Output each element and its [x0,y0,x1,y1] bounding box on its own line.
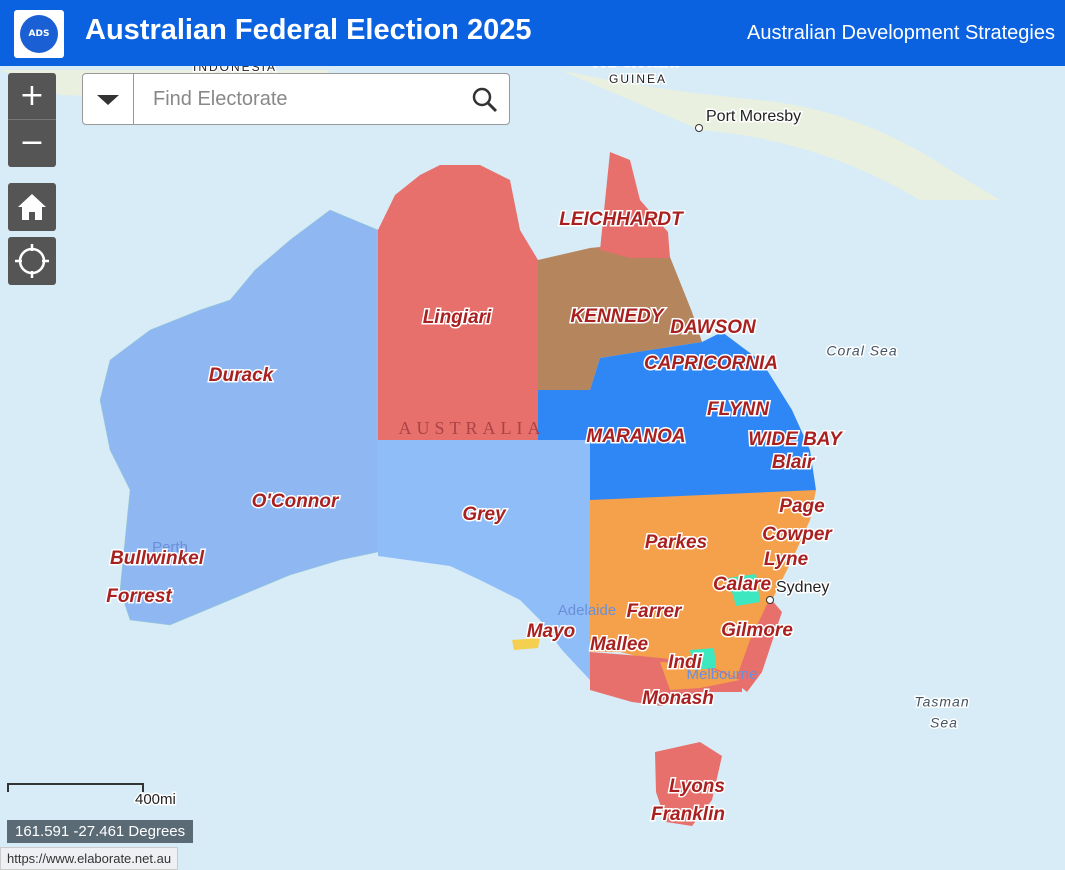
search-placeholder: Find Electorate [153,88,288,110]
electorate-label: Grey [462,504,507,525]
electorate-label: Franklin [651,804,725,825]
electorate-label: Bullwinkel [110,548,205,569]
basemap-label: GUINEA [609,72,667,86]
basemap-label: Tasman [914,694,969,710]
electorate-label: Gilmore [721,620,793,641]
header: ADS Australian Federal Election 2025 Aus… [0,0,1065,66]
subtitle: Australian Development Strategies [747,22,1055,44]
kennedy-region [538,232,702,390]
electorate-label: Calare [713,574,772,595]
nt-region [378,165,538,440]
scale-line [7,783,144,792]
wa-region [99,209,379,626]
home-button[interactable] [8,183,56,231]
basemap-label: Coral Sea [826,343,897,359]
electorate-label: Lingiari [423,307,492,328]
search-dropdown[interactable] [83,74,134,124]
electorate-label: WIDE BAY [748,429,844,450]
electorate-label: MARANOA [586,426,685,447]
nsw-region [590,490,816,690]
locate-icon [15,244,49,278]
electorate-label: Lyons [669,776,725,797]
scale-label: 400mi [135,791,176,808]
vic-east-region [660,662,740,690]
zoom-in[interactable]: + [19,78,45,113]
basemap-label: AUSTRALIA [399,418,546,438]
electorate-label: Farrer [627,601,684,622]
electorate-label: Lyne [764,549,809,570]
city-marker [766,596,774,604]
coast-region [735,598,782,692]
home-icon [18,194,46,220]
locate-button[interactable] [8,237,56,285]
logo-text: ADS [20,15,58,53]
electorate-label: Forrest [106,586,172,607]
sa-region [378,440,590,680]
electorate-label: FLYNN [707,399,770,420]
scale-bar: 400mi [7,783,177,809]
calare-patch [728,574,760,606]
electorate-label: Parkes [645,532,707,553]
electorate-label: KENNEDY [571,306,666,327]
electorate-label: Page [779,496,825,517]
electorate-label: Cowper [762,524,833,545]
kangaroo-island [512,638,540,650]
search-box[interactable]: Find Electorate [82,73,510,125]
basemap-label: Melbourne [687,666,758,683]
title: Australian Federal Election 2025 [85,14,532,46]
coordinates: 161.591 -27.461 Degrees [7,820,194,843]
status-url: https://www.elaborate.net.au [0,847,179,870]
qld-region [538,332,816,500]
png-land [560,70,1000,200]
electorate-label: CAPRICORNIA [644,353,778,374]
electorate-label: Monash [642,688,714,709]
logo: ADS [14,10,64,58]
electorate-label: DAWSON [670,317,757,338]
indi-patch [690,648,716,670]
city-marker [695,124,703,132]
electorate-label: Blair [772,452,816,473]
zoom-out[interactable]: − [8,119,56,166]
basemap-label: Sydney [776,579,829,596]
basemap-label: Sea [930,715,958,731]
search-icon[interactable] [471,86,499,114]
electorate-shapes [99,152,816,826]
electorate-label: LEICHHARDT [559,209,684,230]
electorate-label: O'Connor [252,491,340,512]
leichhardt-region [600,152,670,258]
tas-region [655,742,722,826]
electorate-label: Mallee [590,634,649,655]
basemap-label: Port Moresby [706,108,801,125]
electorate-label: Mayo [527,621,576,642]
zoom-controls: + − [8,73,56,167]
electorate-label: Indi [668,652,702,673]
basemap-label: Perth [152,539,188,556]
basemap-label: Adelaide [558,602,616,619]
electorate-label: Durack [209,365,275,386]
